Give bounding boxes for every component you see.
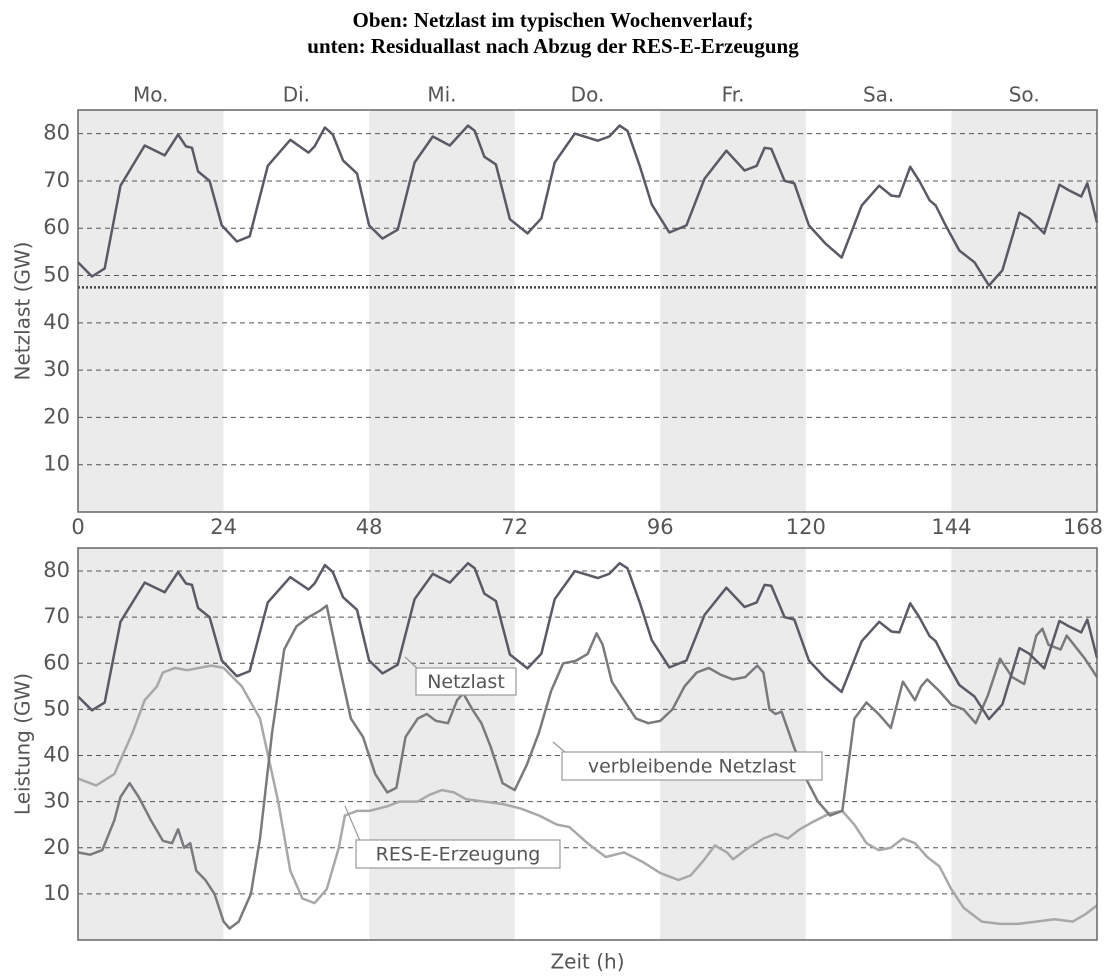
day-band (660, 548, 806, 940)
day-label: Mo. (133, 83, 169, 107)
day-band (369, 548, 515, 940)
y-tick-label: 60 (43, 215, 70, 239)
x-tick-label: 120 (786, 515, 826, 539)
y-tick-label: 70 (43, 168, 70, 192)
chart-title: Oben: Netzlast im typischen Wochenverlau… (353, 8, 754, 32)
y-tick-label: 80 (43, 121, 70, 145)
y-tick-label: 80 (43, 558, 70, 582)
x-tick-label: 72 (501, 515, 528, 539)
plot-frame (77, 547, 1098, 941)
day-label: Fr. (722, 83, 745, 107)
series-line (77, 664, 1098, 926)
y-tick-label: 70 (43, 604, 70, 628)
day-band (660, 110, 806, 512)
x-tick-label: 96 (647, 515, 674, 539)
annotation-box (561, 751, 823, 781)
day-band (951, 548, 1097, 940)
annotation-leader (344, 805, 361, 842)
y-tick-label: 30 (43, 789, 70, 813)
y-tick-label: 40 (43, 743, 70, 767)
day-band (78, 548, 224, 940)
y-axis-label: Netzlast (GW) (11, 242, 35, 381)
annotation: verbleibende Netzlast (588, 756, 796, 778)
y-tick-label: 20 (43, 404, 70, 428)
day-band (78, 110, 224, 512)
y-tick-label: 20 (43, 835, 70, 859)
day-label: Mi. (427, 83, 456, 107)
x-tick-label: 0 (71, 515, 84, 539)
day-label: Do. (571, 83, 605, 107)
day-band (951, 110, 1097, 512)
annotation-leader (552, 741, 567, 754)
annotation: Netzlast (427, 671, 505, 693)
x-tick-label: 144 (931, 515, 971, 539)
day-label: Di. (283, 83, 310, 107)
annotation-box (415, 667, 517, 696)
y-tick-label: 40 (43, 310, 70, 334)
chart-title: unten: Residuallast nach Abzug der RES-E… (307, 34, 799, 58)
x-tick-label: 48 (356, 515, 383, 539)
x-axis-label: Zeit (h) (550, 950, 624, 974)
y-tick-label: 30 (43, 357, 70, 381)
y-axis-label: Leistung (GW) (11, 673, 35, 815)
y-tick-label: 50 (43, 696, 70, 720)
annotation: RES-E-Erzeugung (376, 844, 541, 866)
plot-frame (77, 109, 1098, 513)
annotation-box (355, 839, 561, 869)
day-label: So. (1009, 83, 1040, 107)
y-tick-label: 60 (43, 650, 70, 674)
y-tick-label: 10 (43, 881, 70, 905)
series-line (77, 561, 1099, 721)
y-tick-label: 10 (43, 452, 70, 476)
series-line (77, 604, 1099, 930)
x-tick-label: 168 (1063, 515, 1103, 539)
series-line (77, 124, 1099, 287)
annotation-leader (404, 656, 419, 670)
day-label: Sa. (863, 83, 894, 107)
x-tick-label: 24 (210, 515, 237, 539)
day-band (369, 110, 515, 512)
y-tick-label: 50 (43, 263, 70, 287)
